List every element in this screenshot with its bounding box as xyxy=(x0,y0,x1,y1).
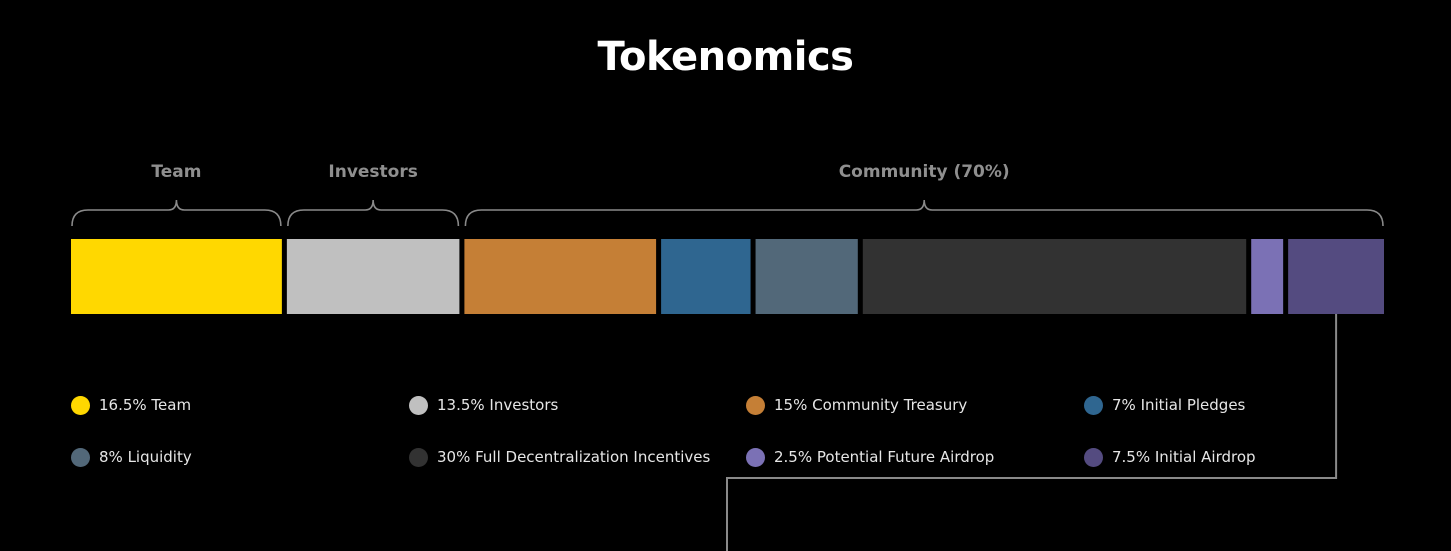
legend-item: 13.5% Investors xyxy=(409,393,558,417)
legend-swatch-icon xyxy=(1084,395,1103,415)
legend-label: 2.5% Potential Future Airdrop xyxy=(774,448,995,466)
legend-item: 30% Full Decentralization Incentives xyxy=(409,445,710,469)
legend-label: 7% Initial Pledges xyxy=(1112,396,1246,414)
connector-line-group xyxy=(726,314,1338,551)
legend-item: 15% Community Treasury xyxy=(746,393,967,417)
legend-item: 8% Liquidity xyxy=(71,445,192,469)
legend-swatch-icon xyxy=(409,447,428,467)
bracket-1 xyxy=(287,199,460,227)
legend-label: 15% Community Treasury xyxy=(774,396,968,414)
connector-line xyxy=(726,314,1338,551)
legend-item: 7% Initial Pledges xyxy=(1084,393,1245,417)
bar-segment-full-decentralization-incentives xyxy=(862,239,1247,314)
legend: 16.5% Team 13.5% Investors 15% Community T… xyxy=(71,393,1411,473)
legend-swatch-icon xyxy=(409,395,428,415)
bar-segment-community-treasury xyxy=(464,239,657,314)
bar-segment-potential-future-airdrop xyxy=(1251,239,1284,314)
group-brackets xyxy=(71,199,1384,227)
legend-swatch-icon xyxy=(1084,447,1103,467)
legend-label: 16.5% Team xyxy=(99,396,192,414)
legend-label: 13.5% Investors xyxy=(437,396,559,414)
legend-item: 16.5% Team xyxy=(71,393,191,417)
bar-segment-team xyxy=(71,239,282,314)
legend-swatch-icon xyxy=(71,447,90,467)
legend-swatch-icon xyxy=(746,447,765,467)
stacked-bar xyxy=(71,239,1384,314)
group-label-0: Team xyxy=(151,162,201,182)
bar-segment-initial-airdrop xyxy=(1288,239,1384,314)
legend-item: 2.5% Potential Future Airdrop xyxy=(746,445,994,469)
legend-swatch-icon xyxy=(71,395,90,415)
page-title: Tokenomics xyxy=(597,34,854,80)
bracket-2 xyxy=(464,199,1384,227)
legend-swatch-icon xyxy=(746,395,765,415)
legend-item: 7.5% Initial Airdrop xyxy=(1084,445,1256,469)
bracket-0 xyxy=(71,199,282,227)
group-label-1: Investors xyxy=(328,162,417,182)
group-labels: Team Investors Community (70%) xyxy=(151,162,1009,182)
group-label-2: Community (70%) xyxy=(839,162,1010,182)
bar-segment-investors xyxy=(286,239,460,314)
legend-label: 30% Full Decentralization Incentives xyxy=(437,448,711,466)
legend-label: 8% Liquidity xyxy=(99,448,192,466)
bar-segment-liquidity xyxy=(755,239,858,314)
bar-segment-initial-pledges xyxy=(661,239,751,314)
legend-label: 7.5% Initial Airdrop xyxy=(1112,448,1256,466)
